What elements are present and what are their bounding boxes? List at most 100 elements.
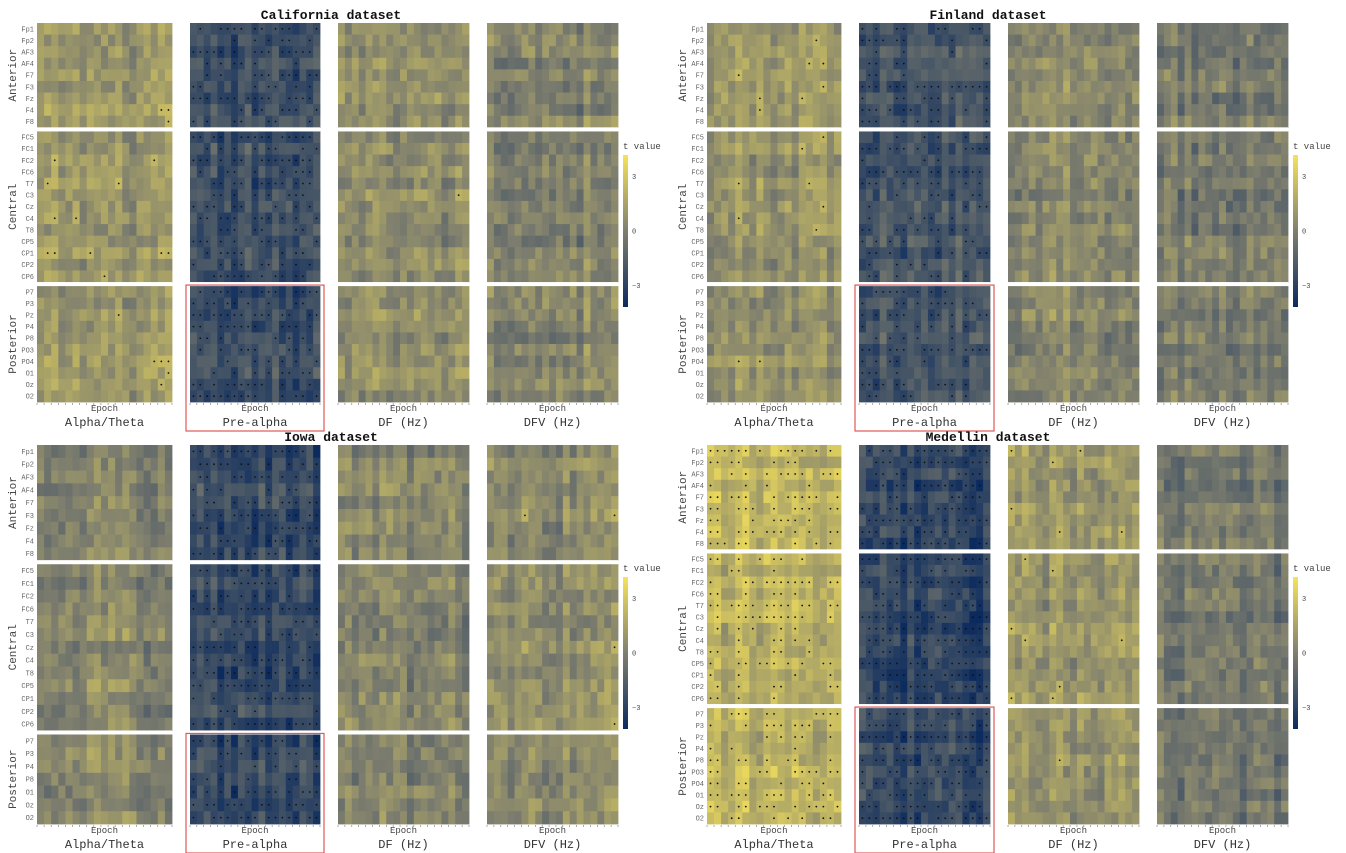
heatmap-cell bbox=[413, 344, 422, 357]
heatmap-cell bbox=[955, 332, 963, 345]
heatmap-cell bbox=[865, 23, 874, 35]
heatmap-cell bbox=[777, 355, 785, 368]
heatmap-cell bbox=[707, 390, 715, 403]
heatmap-cell bbox=[521, 104, 529, 117]
heatmap-cell bbox=[728, 235, 736, 248]
heatmap-cell bbox=[597, 57, 605, 70]
heatmap-cell bbox=[122, 189, 130, 202]
heatmap-cell bbox=[164, 270, 173, 283]
significance-dot bbox=[260, 263, 263, 266]
heatmap-cell bbox=[763, 212, 771, 225]
heatmap-cell bbox=[58, 46, 66, 59]
significance-dot bbox=[199, 337, 202, 340]
heatmap-cell bbox=[1132, 224, 1140, 237]
significance-dot bbox=[301, 194, 304, 197]
heatmap-cell bbox=[507, 57, 515, 70]
heatmap-cell bbox=[590, 212, 598, 225]
heatmap-cell bbox=[487, 332, 495, 345]
heatmap-cell bbox=[1070, 270, 1078, 283]
significance-dot bbox=[964, 205, 967, 208]
heatmap-cell bbox=[1035, 131, 1043, 144]
heatmap-cell bbox=[826, 189, 835, 202]
heatmap-cell bbox=[934, 200, 943, 213]
heatmap-cell bbox=[231, 131, 239, 144]
significance-dot bbox=[267, 136, 270, 139]
significance-dot bbox=[233, 228, 236, 231]
heatmap-cell bbox=[784, 309, 793, 322]
heatmap-cell bbox=[393, 131, 401, 144]
heatmap-cell bbox=[150, 247, 159, 260]
significance-dot bbox=[288, 97, 291, 100]
heatmap-cell bbox=[728, 258, 736, 271]
heatmap-cell bbox=[372, 258, 380, 271]
heatmap-cell bbox=[777, 367, 785, 380]
heatmap-cell bbox=[976, 286, 984, 299]
heatmap-cell bbox=[900, 189, 908, 202]
heatmap-cell bbox=[728, 355, 736, 368]
heatmap-cell bbox=[108, 131, 116, 144]
heatmap-cell bbox=[812, 332, 821, 345]
heatmap-cell bbox=[462, 355, 470, 368]
heatmap-cell bbox=[427, 270, 435, 283]
heatmap-cell bbox=[448, 57, 456, 70]
heatmap-cell bbox=[1021, 177, 1030, 190]
heatmap-cell bbox=[244, 166, 252, 179]
heatmap-cell bbox=[420, 344, 429, 357]
heatmap-cell bbox=[37, 34, 45, 47]
heatmap-cell bbox=[393, 92, 401, 105]
heatmap-cell bbox=[805, 115, 814, 128]
heatmap-cell bbox=[555, 247, 564, 260]
heatmap-cell bbox=[136, 166, 144, 179]
heatmap-cell bbox=[983, 378, 991, 391]
heatmap-cell bbox=[136, 378, 144, 391]
heatmap-cell bbox=[427, 189, 435, 202]
heatmap-cell bbox=[143, 115, 152, 128]
heatmap-cell bbox=[434, 34, 442, 47]
heatmap-cell bbox=[597, 177, 605, 190]
heatmap-cell bbox=[611, 154, 619, 167]
heatmap-cell bbox=[79, 332, 88, 345]
heatmap-cell bbox=[728, 131, 736, 144]
heatmap-cell bbox=[143, 355, 152, 368]
heatmap-cell bbox=[400, 224, 408, 237]
heatmap-cell bbox=[351, 104, 360, 117]
heatmap-cell bbox=[749, 297, 757, 310]
legend-tick-label: 3 bbox=[632, 174, 636, 182]
significance-dot bbox=[875, 51, 878, 53]
heatmap-cell bbox=[562, 224, 571, 237]
heatmap-cell bbox=[886, 270, 894, 283]
heatmap-cell bbox=[251, 247, 259, 260]
heatmap-cell bbox=[420, 200, 429, 213]
heatmap-cell bbox=[507, 309, 515, 322]
heatmap-cell bbox=[921, 200, 929, 213]
heatmap-cell bbox=[791, 92, 800, 105]
heatmap-cell bbox=[129, 92, 137, 105]
significance-dot bbox=[822, 62, 825, 65]
heatmap-cell bbox=[344, 154, 353, 167]
heatmap-cell bbox=[44, 131, 52, 144]
heatmap-cell bbox=[528, 344, 536, 357]
heatmap-cell bbox=[379, 189, 387, 202]
heatmap-cell bbox=[372, 104, 380, 117]
heatmap-cell bbox=[44, 154, 52, 167]
heatmap-cell bbox=[1125, 297, 1133, 310]
heatmap-cell bbox=[278, 344, 287, 357]
heatmap-cell bbox=[358, 378, 366, 391]
heatmap-cell bbox=[756, 247, 764, 260]
heatmap-cell bbox=[597, 355, 605, 368]
heatmap-cell bbox=[777, 34, 785, 47]
heatmap-cell bbox=[1021, 286, 1030, 299]
heatmap-cell bbox=[79, 115, 88, 128]
heatmap-cell bbox=[93, 154, 102, 167]
significance-dot bbox=[213, 395, 215, 398]
heatmap-cell bbox=[93, 247, 102, 260]
heatmap-cell bbox=[865, 309, 874, 322]
significance-dot bbox=[219, 51, 222, 53]
heatmap-cell bbox=[86, 80, 95, 93]
heatmap-cell bbox=[413, 189, 422, 202]
heatmap-cell bbox=[749, 320, 757, 333]
heatmap-cell bbox=[372, 355, 380, 368]
heatmap-cell bbox=[576, 355, 584, 368]
significance-dot bbox=[219, 147, 222, 150]
heatmap-cell bbox=[224, 154, 232, 167]
